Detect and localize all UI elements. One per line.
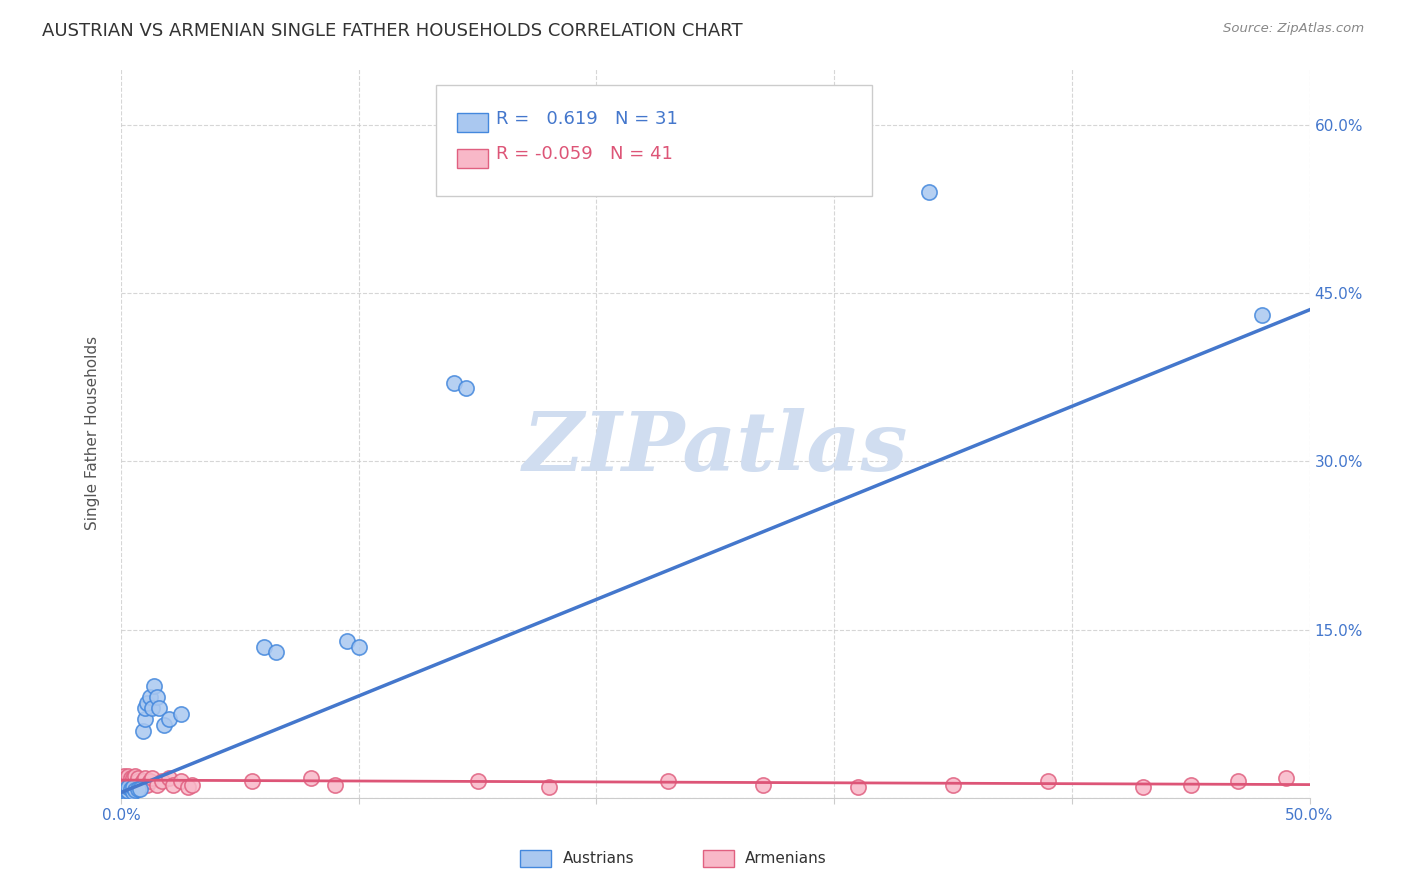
Point xyxy=(112,774,135,789)
Text: Armenians: Armenians xyxy=(745,851,827,865)
Point xyxy=(134,701,156,715)
Point xyxy=(122,771,145,785)
Point xyxy=(1132,780,1154,794)
Point xyxy=(657,774,679,789)
Point xyxy=(112,769,135,783)
Point xyxy=(264,645,287,659)
Point xyxy=(146,778,169,792)
Point xyxy=(138,774,160,789)
Point xyxy=(240,774,263,789)
Point xyxy=(131,774,153,789)
Point xyxy=(347,640,370,654)
Point xyxy=(131,723,153,738)
Point xyxy=(176,780,198,794)
Point xyxy=(1180,778,1202,792)
Point xyxy=(157,713,180,727)
Point xyxy=(120,782,142,797)
Point xyxy=(122,774,145,789)
Point xyxy=(124,783,146,797)
Point xyxy=(454,381,477,395)
Point xyxy=(134,771,156,785)
Point xyxy=(127,771,149,785)
Point xyxy=(136,778,159,792)
Point xyxy=(120,771,142,785)
Text: ZIPatlas: ZIPatlas xyxy=(523,408,908,488)
Point xyxy=(169,706,191,721)
Point xyxy=(169,774,191,789)
Point xyxy=(117,784,139,798)
Point xyxy=(127,774,149,789)
Point xyxy=(323,778,346,792)
Point xyxy=(122,785,145,799)
Point xyxy=(143,679,166,693)
Point xyxy=(146,690,169,704)
Point xyxy=(122,780,145,794)
Point xyxy=(148,701,170,715)
Point xyxy=(129,782,152,797)
Point xyxy=(1227,774,1250,789)
Point xyxy=(124,769,146,783)
Point xyxy=(138,690,160,704)
Point xyxy=(115,771,138,785)
Point xyxy=(127,782,149,797)
Point xyxy=(942,778,965,792)
Point xyxy=(336,634,359,648)
Point xyxy=(157,771,180,785)
Point xyxy=(115,783,138,797)
Point xyxy=(537,780,560,794)
Point xyxy=(120,778,142,792)
Point xyxy=(1251,309,1274,323)
Point xyxy=(153,718,176,732)
Point xyxy=(115,780,138,794)
Point xyxy=(141,701,163,715)
Point xyxy=(134,713,156,727)
Point xyxy=(141,771,163,785)
Point xyxy=(117,774,139,789)
Point xyxy=(117,769,139,783)
Point xyxy=(181,778,204,792)
Y-axis label: Single Father Households: Single Father Households xyxy=(86,336,100,531)
Point xyxy=(918,185,941,199)
Point xyxy=(467,774,489,789)
Point xyxy=(117,780,139,794)
Text: R = -0.059   N = 41: R = -0.059 N = 41 xyxy=(496,145,673,163)
Point xyxy=(136,696,159,710)
Text: Source: ZipAtlas.com: Source: ZipAtlas.com xyxy=(1223,22,1364,36)
Point xyxy=(846,780,869,794)
Point xyxy=(124,778,146,792)
Text: Austrians: Austrians xyxy=(562,851,634,865)
Point xyxy=(112,785,135,799)
Point xyxy=(162,778,184,792)
Point xyxy=(1274,771,1296,785)
Point xyxy=(129,778,152,792)
Point xyxy=(752,778,775,792)
Point xyxy=(115,785,138,799)
Point xyxy=(150,774,173,789)
Point xyxy=(443,376,465,390)
Text: R =   0.619   N = 31: R = 0.619 N = 31 xyxy=(496,110,678,128)
Text: AUSTRIAN VS ARMENIAN SINGLE FATHER HOUSEHOLDS CORRELATION CHART: AUSTRIAN VS ARMENIAN SINGLE FATHER HOUSE… xyxy=(42,22,742,40)
Point xyxy=(253,640,276,654)
Point xyxy=(299,771,322,785)
Point xyxy=(1036,774,1059,789)
